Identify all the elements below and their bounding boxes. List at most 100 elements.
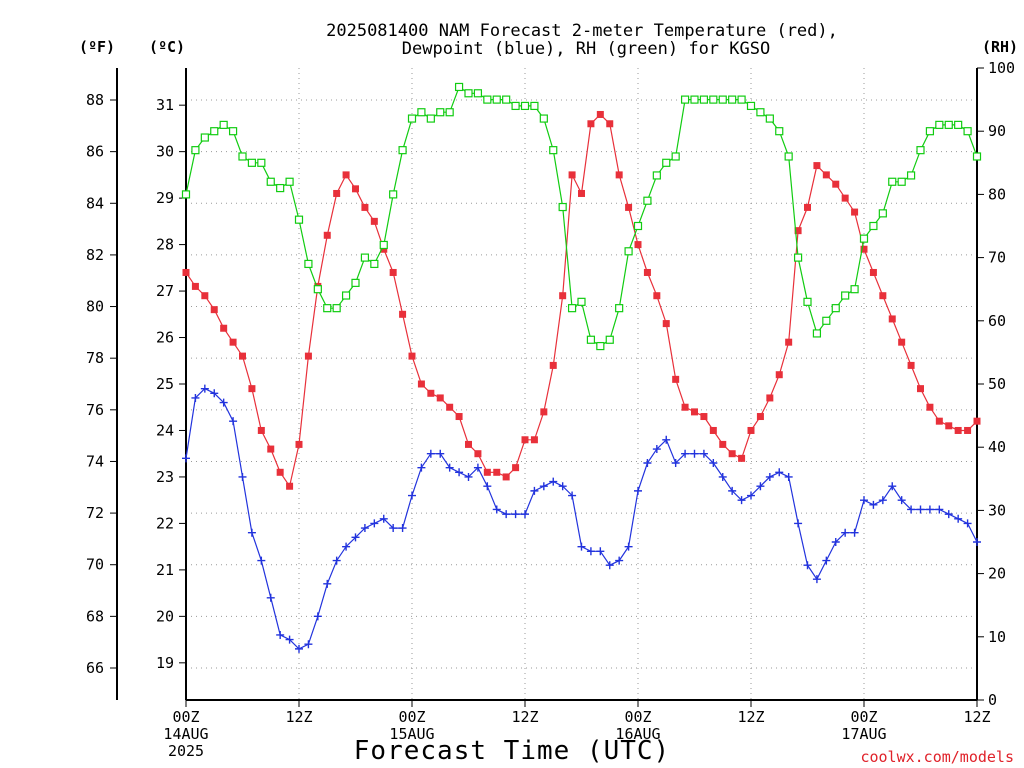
temperature-point	[502, 473, 510, 481]
rh-tick-label: 60	[988, 312, 1006, 330]
temperature-point	[408, 352, 416, 360]
rh-point	[859, 234, 869, 243]
temperature-point	[436, 394, 444, 402]
temperature-point	[615, 171, 623, 179]
fahrenheit-tick-label: 76	[86, 401, 104, 419]
dewpoint-point	[596, 547, 605, 556]
celsius-tick-label: 29	[156, 189, 174, 207]
rh-point	[219, 120, 228, 129]
dewpoint-point	[878, 496, 887, 505]
rh-point	[389, 190, 398, 199]
x-tick-label: 12Z	[285, 708, 312, 726]
dewpoint-point	[398, 524, 407, 533]
dewpoint-point	[954, 514, 963, 523]
rh-point	[181, 190, 191, 199]
x-tick-label: 15AUG	[389, 725, 434, 743]
dewpoint-point	[577, 542, 586, 551]
temperature-point	[276, 468, 284, 476]
rh-point	[276, 183, 285, 193]
x-tick-label: 12Z	[511, 708, 538, 726]
temperature-point	[841, 194, 849, 202]
dewpoint-point	[963, 519, 972, 528]
dewpoint-point	[973, 538, 981, 546]
dewpoint-point	[841, 528, 850, 537]
rh-point	[351, 278, 360, 287]
rh-tick-label: 50	[988, 375, 1006, 393]
temperature-point	[530, 436, 538, 444]
rh-tick-label: 70	[988, 249, 1006, 267]
dewpoint-point	[643, 459, 652, 467]
temperature-point	[540, 408, 548, 416]
x-tick-label: 2025	[168, 742, 204, 760]
tick-labels: 66 68 70 72 74 76 78 80 82 84 86 88 19 20 21 22 23 24 25 26…	[86, 59, 1015, 760]
rh-point	[643, 196, 652, 205]
temperature-point	[907, 361, 915, 369]
rh-point	[539, 114, 548, 123]
rh-point	[850, 285, 859, 294]
dewpoint-point	[709, 459, 718, 467]
rh-point	[775, 127, 784, 136]
temperature-point	[370, 217, 378, 225]
dewpoint-point	[586, 547, 595, 556]
dewpoint-series	[182, 384, 981, 653]
dewpoint-point	[605, 561, 614, 570]
dewpoint-point	[530, 486, 539, 495]
rh-point	[916, 146, 925, 155]
temperature-point	[295, 440, 303, 448]
rh-point	[341, 291, 351, 300]
rh-point	[332, 304, 341, 313]
temperature-point	[822, 171, 830, 179]
temperature-point	[662, 320, 670, 328]
rh-point	[567, 304, 577, 313]
rh-point	[247, 158, 257, 167]
dewpoint-point	[944, 510, 953, 519]
rh-point	[228, 127, 238, 136]
dewpoint-line	[185, 387, 978, 650]
temperature-point	[248, 385, 256, 393]
dewpoint-point	[718, 472, 727, 481]
rh-point	[841, 291, 850, 300]
celsius-tick-label: 24	[156, 421, 174, 439]
dewpoint-point	[671, 459, 680, 467]
rh-point	[558, 202, 567, 212]
rh-point	[624, 247, 633, 256]
dewpoint-point	[285, 635, 294, 644]
rh-point	[633, 221, 643, 231]
dewpoint-point	[257, 556, 266, 565]
temperature-point	[851, 208, 859, 216]
chart-title-line-1: 2025081400 NAM Forecast 2-meter Temperat…	[326, 21, 838, 41]
temperature-point	[549, 361, 557, 369]
temperature-point	[709, 426, 717, 434]
temperature-point	[417, 380, 425, 388]
celsius-tick-label: 25	[156, 375, 174, 393]
dewpoint-point	[925, 505, 934, 514]
dewpoint-point	[624, 542, 633, 551]
rh-point	[709, 95, 718, 104]
temperature-point	[728, 450, 736, 458]
x-tick-label: 00Z	[398, 708, 425, 726]
temperature-point	[446, 403, 454, 411]
dewpoint-point	[389, 524, 398, 533]
rh-point	[191, 146, 200, 155]
rh-point	[812, 329, 822, 338]
rh-point	[511, 101, 520, 111]
temperature-point	[229, 338, 237, 346]
rh-point	[822, 316, 831, 325]
dewpoint-point	[247, 528, 256, 537]
temperature-point	[860, 245, 868, 253]
temperature-point	[455, 413, 463, 421]
rh-point	[417, 108, 426, 117]
rh-point	[906, 171, 916, 180]
temperature-point	[239, 352, 246, 360]
dewpoint-point	[417, 463, 426, 472]
credit-link[interactable]: coolwx.com/models	[860, 748, 1014, 766]
temperature-point	[182, 268, 190, 276]
fahrenheit-tick-label: 80	[86, 298, 104, 316]
temperature-point	[257, 426, 265, 434]
rh-line	[185, 86, 978, 347]
dewpoint-point	[408, 491, 416, 500]
rh-point	[370, 259, 379, 269]
rh-point	[765, 114, 774, 123]
rh-point	[963, 127, 972, 136]
